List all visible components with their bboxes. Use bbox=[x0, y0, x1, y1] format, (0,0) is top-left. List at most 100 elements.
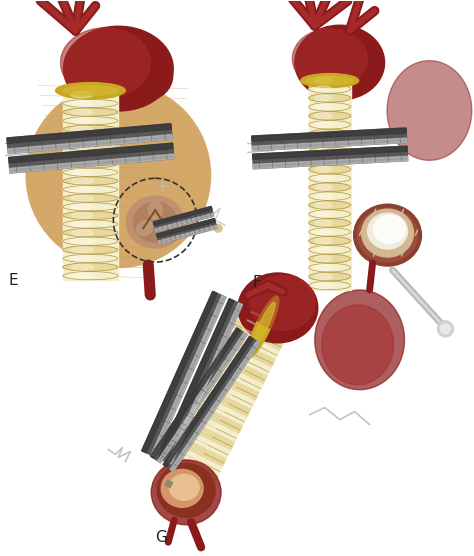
Polygon shape bbox=[158, 225, 217, 244]
Ellipse shape bbox=[64, 26, 173, 111]
Polygon shape bbox=[220, 345, 271, 376]
Polygon shape bbox=[179, 428, 230, 459]
Ellipse shape bbox=[309, 156, 351, 165]
Polygon shape bbox=[253, 146, 407, 160]
Polygon shape bbox=[253, 156, 408, 168]
Polygon shape bbox=[252, 138, 407, 151]
Ellipse shape bbox=[309, 192, 351, 200]
Ellipse shape bbox=[309, 201, 351, 210]
Ellipse shape bbox=[309, 255, 351, 263]
Ellipse shape bbox=[309, 103, 351, 111]
Ellipse shape bbox=[247, 296, 279, 358]
Polygon shape bbox=[156, 219, 215, 237]
Ellipse shape bbox=[309, 112, 351, 120]
Ellipse shape bbox=[71, 195, 93, 201]
Polygon shape bbox=[224, 336, 275, 368]
Ellipse shape bbox=[63, 151, 118, 159]
Text: F: F bbox=[253, 275, 262, 290]
Ellipse shape bbox=[315, 202, 332, 208]
Ellipse shape bbox=[71, 143, 93, 150]
Polygon shape bbox=[158, 299, 243, 464]
Polygon shape bbox=[9, 154, 174, 173]
Ellipse shape bbox=[315, 86, 332, 92]
Ellipse shape bbox=[63, 211, 118, 220]
Polygon shape bbox=[168, 303, 243, 464]
Polygon shape bbox=[155, 214, 214, 232]
Ellipse shape bbox=[315, 77, 332, 83]
Ellipse shape bbox=[315, 113, 332, 119]
Ellipse shape bbox=[63, 186, 118, 193]
Ellipse shape bbox=[71, 135, 93, 141]
Ellipse shape bbox=[309, 210, 351, 219]
Ellipse shape bbox=[71, 221, 93, 227]
Ellipse shape bbox=[315, 256, 332, 262]
Ellipse shape bbox=[309, 165, 351, 173]
Ellipse shape bbox=[309, 138, 351, 147]
Ellipse shape bbox=[315, 148, 332, 155]
Ellipse shape bbox=[315, 282, 332, 289]
Ellipse shape bbox=[309, 272, 351, 281]
Ellipse shape bbox=[309, 246, 351, 254]
Polygon shape bbox=[9, 143, 173, 163]
Ellipse shape bbox=[292, 29, 367, 88]
Ellipse shape bbox=[315, 238, 332, 244]
Polygon shape bbox=[63, 91, 118, 280]
Ellipse shape bbox=[315, 157, 332, 163]
Polygon shape bbox=[241, 304, 291, 335]
Polygon shape bbox=[175, 436, 226, 468]
Ellipse shape bbox=[71, 161, 93, 167]
Ellipse shape bbox=[71, 101, 93, 107]
Ellipse shape bbox=[63, 142, 118, 151]
Ellipse shape bbox=[301, 73, 359, 87]
Polygon shape bbox=[7, 123, 171, 143]
Ellipse shape bbox=[63, 134, 118, 142]
Polygon shape bbox=[171, 444, 222, 475]
Ellipse shape bbox=[71, 238, 93, 244]
Polygon shape bbox=[150, 328, 247, 463]
Ellipse shape bbox=[362, 209, 413, 257]
Polygon shape bbox=[142, 291, 226, 456]
Polygon shape bbox=[157, 332, 247, 463]
Polygon shape bbox=[204, 378, 255, 409]
Ellipse shape bbox=[161, 469, 203, 507]
Polygon shape bbox=[163, 461, 214, 492]
Ellipse shape bbox=[322, 305, 393, 385]
Polygon shape bbox=[309, 76, 351, 290]
Ellipse shape bbox=[358, 208, 418, 262]
Polygon shape bbox=[252, 128, 406, 141]
Ellipse shape bbox=[63, 168, 118, 176]
Ellipse shape bbox=[71, 247, 93, 253]
Ellipse shape bbox=[133, 202, 177, 242]
Polygon shape bbox=[163, 336, 260, 471]
Ellipse shape bbox=[315, 290, 404, 390]
Polygon shape bbox=[163, 336, 253, 467]
Polygon shape bbox=[153, 206, 214, 232]
Text: G: G bbox=[155, 530, 167, 545]
Polygon shape bbox=[188, 411, 238, 443]
Polygon shape bbox=[200, 386, 250, 418]
Ellipse shape bbox=[309, 85, 351, 93]
Ellipse shape bbox=[315, 265, 332, 271]
Ellipse shape bbox=[309, 227, 351, 236]
Ellipse shape bbox=[71, 187, 93, 192]
Circle shape bbox=[438, 321, 453, 337]
Ellipse shape bbox=[71, 272, 93, 279]
Ellipse shape bbox=[71, 92, 93, 98]
Ellipse shape bbox=[63, 194, 118, 202]
Polygon shape bbox=[237, 312, 287, 343]
Polygon shape bbox=[208, 370, 258, 401]
Ellipse shape bbox=[315, 140, 332, 146]
Polygon shape bbox=[196, 395, 246, 426]
Polygon shape bbox=[153, 206, 212, 225]
Ellipse shape bbox=[315, 175, 332, 181]
Circle shape bbox=[214, 224, 222, 232]
Ellipse shape bbox=[71, 204, 93, 210]
Polygon shape bbox=[8, 135, 172, 153]
Ellipse shape bbox=[315, 193, 332, 199]
Ellipse shape bbox=[26, 83, 210, 267]
Ellipse shape bbox=[169, 474, 199, 500]
Circle shape bbox=[440, 324, 450, 334]
Ellipse shape bbox=[137, 221, 154, 236]
Ellipse shape bbox=[309, 219, 351, 227]
Ellipse shape bbox=[63, 237, 118, 245]
